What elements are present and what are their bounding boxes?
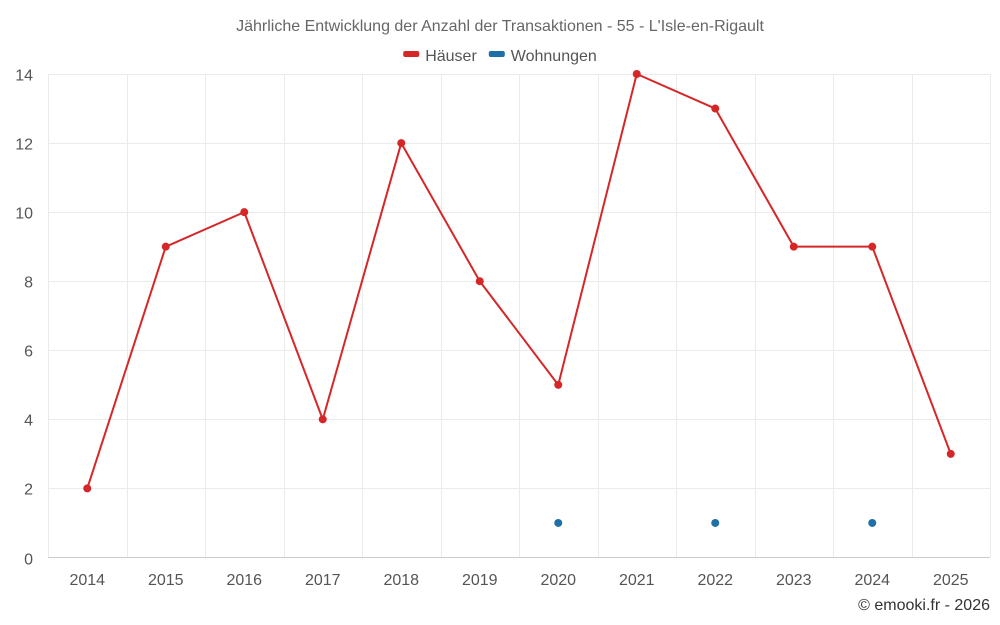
y-tick-label: 8 <box>24 275 33 292</box>
x-tick-label: 2019 <box>462 572 498 589</box>
series-0 <box>83 70 955 493</box>
data-point <box>475 277 484 286</box>
x-tick-label: 2015 <box>148 572 184 589</box>
x-tick-label: 2018 <box>383 572 419 589</box>
data-point <box>554 518 563 527</box>
y-tick-label: 2 <box>24 482 33 499</box>
data-point <box>711 104 720 113</box>
horizontal-gridlines <box>48 74 990 489</box>
credit-text: © emooki.fr - 2026 <box>858 597 990 614</box>
series-line <box>86 73 952 489</box>
legend-swatch <box>488 51 505 57</box>
data-point <box>632 70 641 78</box>
data-point <box>318 415 327 424</box>
x-tick-label: 2022 <box>697 572 733 589</box>
series-1 <box>554 518 877 527</box>
data-point <box>789 242 798 251</box>
legend-item: Wohnungen <box>488 48 597 65</box>
chart-title: Jährliche Entwicklung der Anzahl der Tra… <box>236 18 764 35</box>
x-tick-label: 2020 <box>540 572 576 589</box>
data-point <box>240 208 249 217</box>
series-layer <box>83 70 955 527</box>
y-tick-label: 14 <box>15 68 33 85</box>
x-axis-ticks: 2014 2015 2016 2017 2018 2019 2020 2021 2022 2023… <box>69 572 968 589</box>
data-point <box>946 449 955 458</box>
x-tick-label: 2025 <box>933 572 969 589</box>
x-tick-label: 2021 <box>619 572 655 589</box>
legend-label: Wohnungen <box>511 48 597 65</box>
data-point <box>554 380 563 389</box>
x-tick-label: 2016 <box>226 572 262 589</box>
y-tick-label: 10 <box>15 206 33 223</box>
legend-label: Häuser <box>425 48 477 65</box>
y-tick-label: 12 <box>15 137 33 154</box>
x-tick-label: 2017 <box>305 572 341 589</box>
x-tick-label: 2014 <box>69 572 105 589</box>
vertical-gridlines <box>48 74 991 558</box>
y-axis-ticks: 0 2 4 6 8 10 12 14 <box>15 68 33 569</box>
data-point <box>868 242 877 251</box>
data-point <box>83 484 92 493</box>
y-tick-label: 6 <box>24 344 33 361</box>
legend: Häuser Wohnungen <box>403 48 597 65</box>
x-tick-label: 2024 <box>854 572 890 589</box>
data-point <box>711 518 720 527</box>
y-tick-label: 0 <box>24 552 33 569</box>
data-point <box>161 242 170 251</box>
legend-item: Häuser <box>403 48 477 65</box>
legend-swatch <box>403 51 420 57</box>
data-point <box>397 139 406 148</box>
data-point <box>868 518 877 527</box>
x-tick-label: 2023 <box>776 572 812 589</box>
y-tick-label: 4 <box>24 413 33 430</box>
